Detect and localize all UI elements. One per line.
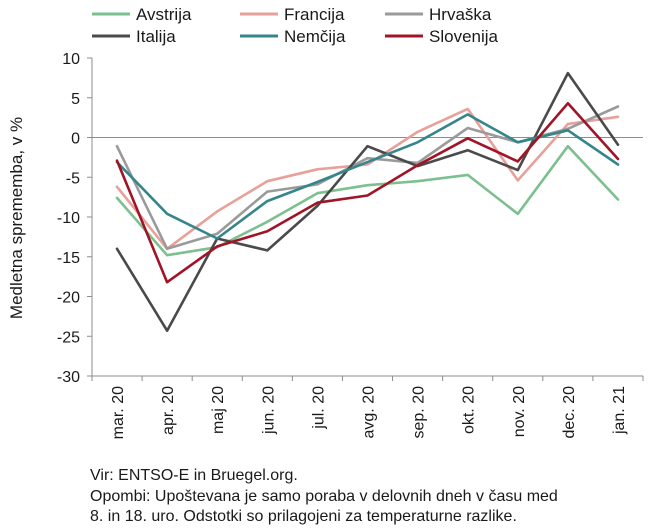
y-tick-label: -30 — [57, 369, 80, 386]
x-tick-label: sep. 20 — [411, 386, 428, 439]
series-line-francija — [115, 107, 620, 251]
x-tick-label: jan. 21 — [611, 386, 628, 435]
x-tick-label: avg. 20 — [361, 386, 378, 439]
x-tick-label: jul. 20 — [310, 386, 327, 430]
x-tick-label: nov. 20 — [511, 386, 528, 437]
y-tick-label: -15 — [57, 250, 80, 267]
y-axis-title: Medletna sprememba, v % — [7, 117, 26, 319]
x-tick-label: okt. 20 — [461, 386, 478, 434]
notes-line-2: 8. in 18. uro. Odstotki so prilagojeni z… — [90, 508, 517, 525]
y-tick-label: -5 — [66, 170, 80, 187]
y-axis: 10 5 0 -5 -10 -15 -20 -25 -30 — [57, 51, 92, 386]
y-tick-label: -10 — [57, 210, 80, 227]
series-line-nemčija — [115, 113, 620, 240]
source-note: Vir: ENTSO-E in Bruegel.org. — [90, 467, 298, 484]
x-tick-label: dec. 20 — [561, 386, 578, 439]
y-tick-label: 10 — [62, 51, 80, 68]
x-tick-label: apr. 20 — [160, 386, 177, 435]
x-tick-label: mar. 20 — [110, 386, 127, 439]
series-line-avstrija — [115, 144, 620, 257]
series-line-slovenija — [115, 102, 620, 284]
legend-label: Italija — [136, 27, 176, 46]
legend-label: Nemčija — [284, 27, 346, 46]
legend: Avstrija Francija Hrvaška Italija Nemčija Slo… — [92, 5, 499, 46]
y-tick-label: -25 — [57, 329, 80, 346]
x-tick-label: jun. 20 — [260, 386, 277, 435]
legend-label: Francija — [284, 5, 345, 24]
series-line-italija — [115, 71, 620, 333]
legend-label: Hrvaška — [429, 5, 492, 24]
y-tick-label: -20 — [57, 290, 80, 307]
series-lines — [115, 71, 620, 333]
notes-line-1: Opombi: Upoštevana je samo poraba v delo… — [90, 488, 558, 505]
y-tick-label: 0 — [71, 131, 80, 148]
x-tick-label: maj 20 — [210, 386, 227, 434]
plot-area — [91, 58, 643, 377]
x-axis: mar. 20 apr. 20 maj 20 jun. 20 jul. 20 avg. 2… — [91, 376, 644, 439]
legend-label: Slovenija — [429, 27, 499, 46]
legend-label: Avstrija — [136, 5, 192, 24]
y-tick-label: 5 — [71, 91, 80, 108]
